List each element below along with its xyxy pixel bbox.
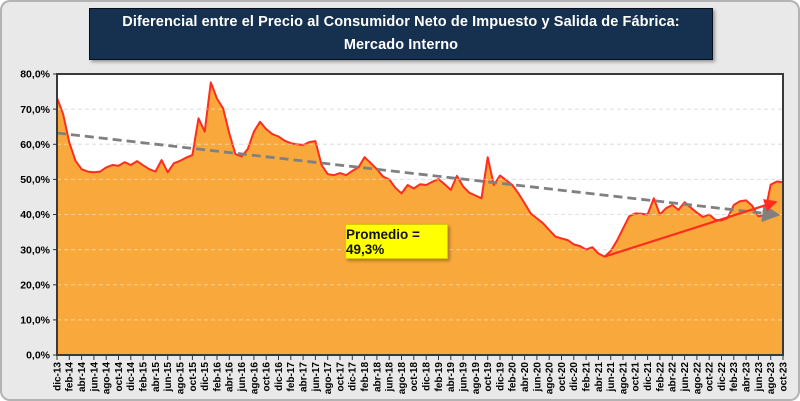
trend-arrow bbox=[56, 131, 781, 223]
svg-text:jun-14: jun-14 bbox=[89, 362, 100, 393]
svg-text:dic-18: dic-18 bbox=[422, 362, 433, 391]
svg-text:jun-18: jun-18 bbox=[385, 362, 396, 393]
svg-text:oct-15: oct-15 bbox=[188, 362, 199, 392]
svg-text:abr-22: abr-22 bbox=[668, 362, 679, 392]
svg-text:dic-14: dic-14 bbox=[126, 362, 137, 391]
svg-text:oct-23: oct-23 bbox=[778, 362, 789, 392]
svg-text:50,0%: 50,0% bbox=[20, 174, 50, 186]
svg-text:jun-16: jun-16 bbox=[237, 362, 248, 393]
y-axis-labels: 0,0% 10,0% 20,0% 30,0% 40,0% 50,0% 60,0% 70,0% 8… bbox=[20, 69, 50, 362]
svg-text:dic-15: dic-15 bbox=[200, 362, 211, 391]
svg-text:feb-20: feb-20 bbox=[508, 362, 519, 392]
svg-text:dic-13: dic-13 bbox=[52, 362, 63, 391]
svg-text:ago-14: ago-14 bbox=[102, 362, 113, 395]
svg-text:feb-19: feb-19 bbox=[434, 362, 445, 392]
svg-text:ago-17: ago-17 bbox=[323, 362, 334, 395]
red-arrow bbox=[604, 199, 778, 258]
svg-text:ago-20: ago-20 bbox=[545, 362, 556, 395]
svg-text:jun-15: jun-15 bbox=[163, 362, 174, 393]
svg-text:dic-20: dic-20 bbox=[569, 362, 580, 391]
chart-title-line2: Mercado Interno bbox=[343, 37, 459, 53]
svg-text:feb-15: feb-15 bbox=[139, 362, 150, 392]
svg-text:dic-21: dic-21 bbox=[643, 362, 654, 391]
svg-text:oct-14: oct-14 bbox=[114, 362, 125, 392]
svg-text:oct-22: oct-22 bbox=[705, 362, 716, 392]
svg-text:abr-15: abr-15 bbox=[151, 362, 162, 392]
svg-text:jun-21: jun-21 bbox=[606, 362, 617, 393]
gridlines-overlay bbox=[57, 108, 783, 321]
svg-text:abr-20: abr-20 bbox=[520, 362, 531, 392]
svg-text:jun-23: jun-23 bbox=[754, 362, 765, 393]
svg-text:abr-19: abr-19 bbox=[446, 362, 457, 392]
svg-text:20,0%: 20,0% bbox=[20, 279, 50, 291]
svg-text:60,0%: 60,0% bbox=[20, 139, 50, 151]
svg-text:feb-23: feb-23 bbox=[729, 362, 740, 392]
svg-text:feb-22: feb-22 bbox=[655, 362, 666, 392]
svg-text:ago-19: ago-19 bbox=[471, 362, 482, 395]
average-annotation: Promedio = 49,3% bbox=[345, 224, 448, 259]
svg-text:80,0%: 80,0% bbox=[20, 69, 50, 81]
svg-text:jun-22: jun-22 bbox=[680, 362, 691, 393]
chart-title: Diferencial entre el Precio al Consumido… bbox=[89, 8, 713, 60]
svg-text:oct-18: oct-18 bbox=[409, 362, 420, 392]
svg-text:oct-16: oct-16 bbox=[262, 362, 273, 392]
chart-title-line1: Diferencial entre el Precio al Consumido… bbox=[122, 13, 680, 30]
svg-text:10,0%: 10,0% bbox=[20, 315, 50, 327]
svg-text:dic-16: dic-16 bbox=[274, 362, 285, 391]
svg-text:70,0%: 70,0% bbox=[20, 104, 50, 116]
svg-text:abr-21: abr-21 bbox=[594, 362, 605, 392]
svg-text:ago-16: ago-16 bbox=[249, 362, 260, 395]
svg-text:abr-17: abr-17 bbox=[299, 362, 310, 392]
svg-text:oct-20: oct-20 bbox=[557, 362, 568, 392]
svg-text:ago-15: ago-15 bbox=[176, 362, 187, 395]
svg-text:oct-17: oct-17 bbox=[335, 362, 346, 392]
svg-text:ago-21: ago-21 bbox=[618, 362, 629, 395]
svg-text:oct-21: oct-21 bbox=[631, 362, 642, 392]
svg-text:abr-14: abr-14 bbox=[77, 362, 88, 392]
svg-text:abr-18: abr-18 bbox=[372, 362, 383, 392]
svg-text:feb-21: feb-21 bbox=[582, 362, 593, 392]
svg-text:30,0%: 30,0% bbox=[20, 244, 50, 256]
x-axis-labels: dic-13 feb-14 abr-14 jun-14 ago-14 oct-14 dic-… bbox=[52, 362, 789, 395]
svg-text:dic-19: dic-19 bbox=[495, 362, 506, 391]
svg-text:40,0%: 40,0% bbox=[20, 209, 50, 221]
svg-text:jun-20: jun-20 bbox=[532, 362, 543, 393]
axis-ticks bbox=[53, 73, 784, 360]
svg-text:ago-23: ago-23 bbox=[766, 362, 777, 395]
svg-text:abr-16: abr-16 bbox=[225, 362, 236, 392]
svg-text:feb-16: feb-16 bbox=[212, 362, 223, 392]
svg-text:feb-17: feb-17 bbox=[286, 362, 297, 392]
area-series bbox=[56, 81, 784, 356]
svg-text:feb-18: feb-18 bbox=[360, 362, 371, 392]
svg-text:jun-19: jun-19 bbox=[459, 362, 470, 393]
svg-text:dic-22: dic-22 bbox=[717, 362, 728, 391]
svg-text:0,0%: 0,0% bbox=[26, 350, 51, 362]
svg-text:ago-18: ago-18 bbox=[397, 362, 408, 395]
svg-text:abr-23: abr-23 bbox=[742, 362, 753, 392]
svg-text:dic-17: dic-17 bbox=[348, 362, 359, 391]
svg-text:jun-17: jun-17 bbox=[311, 362, 322, 393]
svg-text:ago-22: ago-22 bbox=[692, 362, 703, 395]
svg-text:oct-19: oct-19 bbox=[483, 362, 494, 392]
svg-text:feb-14: feb-14 bbox=[65, 362, 76, 392]
